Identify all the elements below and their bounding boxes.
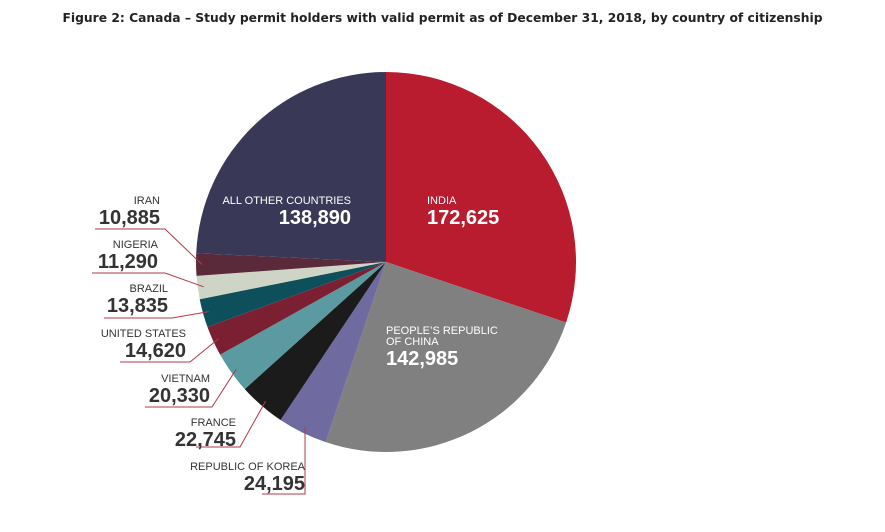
pie-slice <box>196 262 386 300</box>
leader-line <box>95 228 203 265</box>
category-label: ALL OTHER COUNTRIES <box>222 195 351 207</box>
value-label: 24,195 <box>243 473 305 495</box>
leader-line <box>262 427 306 495</box>
leader-line <box>145 368 237 408</box>
category-label: BRAZIL <box>129 283 168 295</box>
slice-label: INDIA 172,625 <box>427 195 500 229</box>
slice-label: UNITED STATES 14,620 <box>100 328 186 362</box>
leader-line <box>120 338 220 363</box>
pie-slice <box>196 72 386 262</box>
slice-label: REPUBLIC OF KOREA 24,195 <box>190 461 305 495</box>
category-label: FRANCE <box>190 417 236 429</box>
pie-slice <box>220 262 386 390</box>
category-label: REPUBLIC OF KOREA <box>190 461 305 473</box>
value-label: 14,620 <box>124 340 186 362</box>
value-label: 11,290 <box>97 251 158 273</box>
pie-slice <box>280 262 386 443</box>
slice-label: ALL OTHER COUNTRIES 138,890 <box>222 195 351 229</box>
slice-label: NIGERIA 11,290 <box>97 239 158 273</box>
pie-slice <box>244 262 386 421</box>
value-label: 20,330 <box>148 385 210 407</box>
slice-label: VIETNAM 20,330 <box>148 373 210 407</box>
category-label: NIGERIA <box>112 239 158 251</box>
pie-slice <box>199 262 386 327</box>
pie-slice <box>325 262 567 452</box>
category-label: VIETNAM <box>161 373 210 385</box>
leader-line <box>104 311 209 319</box>
value-label: 10,885 <box>98 207 160 229</box>
category-label: IRAN <box>133 195 160 207</box>
pie-slice <box>196 253 386 276</box>
value-label: 22,745 <box>174 429 236 451</box>
value-label: 172,625 <box>427 207 500 229</box>
category-label: INDIA <box>427 195 457 207</box>
pie-slice <box>386 72 576 323</box>
category-label: UNITED STATES <box>100 328 186 340</box>
pie-slice <box>207 262 386 355</box>
slice-label: IRAN 10,885 <box>98 195 160 229</box>
leader-line <box>196 400 267 448</box>
slice-label: PEOPLE’S REPUBLIC OF CHINA 142,985 <box>386 325 516 370</box>
leader-line <box>92 272 204 288</box>
chart-title: Figure 2: Canada – Study permit holders … <box>62 11 823 25</box>
value-label: 138,890 <box>278 207 351 229</box>
slice-label: FRANCE 22,745 <box>174 417 236 451</box>
slice-label: BRAZIL 13,835 <box>106 283 168 317</box>
value-label: 142,985 <box>386 348 459 370</box>
category-label: PEOPLE’S REPUBLIC OF CHINA <box>386 325 498 348</box>
value-label: 13,835 <box>106 295 168 317</box>
